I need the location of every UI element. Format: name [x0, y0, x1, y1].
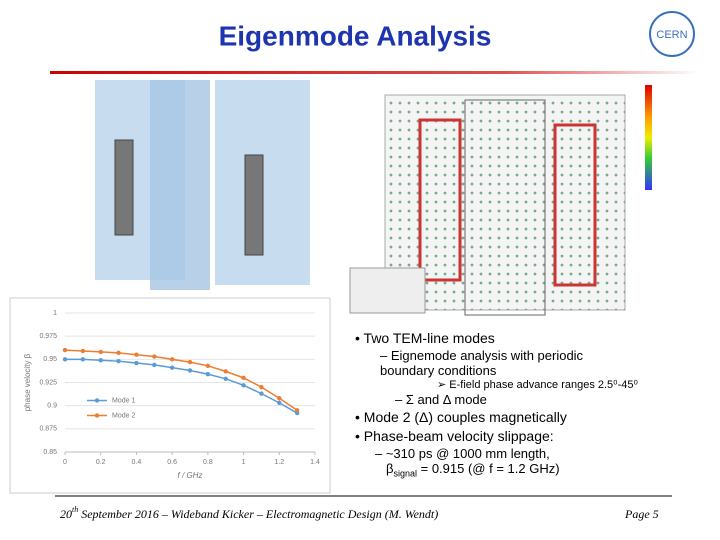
data-point [98, 349, 103, 355]
x-tick-label: 0 [63, 459, 67, 466]
footer-ordinal: th [72, 505, 78, 514]
sub-sub-bullet-text: E-field phase advance ranges 2.5⁰-45⁰ [449, 379, 638, 391]
data-point [277, 396, 282, 401]
data-point [223, 376, 228, 381]
page-number: Page 5 [624, 507, 659, 521]
data-point [98, 358, 103, 363]
data-point [80, 357, 86, 362]
data-point [241, 383, 246, 388]
beta-rest: = 0.915 (@ f = 1.2 GHz) [420, 461, 560, 476]
x-tick-label: 0.4 [132, 459, 142, 466]
beta: β [386, 461, 394, 476]
sub-bullet: – ~310 ps @ 1000 mm length, [375, 446, 550, 461]
y-tick-label: 0.925 [39, 379, 57, 386]
x-tick-label: 1.2 [274, 459, 284, 466]
legend-marker [94, 398, 100, 403]
bullet: • Two TEM-line modes [355, 330, 495, 346]
data-point [259, 384, 264, 390]
bullet-text: Phase-beam velocity slippage: [363, 428, 554, 444]
logo-text: CERN [656, 29, 687, 41]
y-tick-label: 1 [53, 310, 57, 317]
title-rule [50, 71, 700, 74]
footer-day: 20 [60, 507, 72, 521]
chart-frame [9, 297, 331, 494]
data-point [294, 408, 300, 413]
sub-bullet-cont: βsignal = 0.915 (@ f = 1.2 GHz) [386, 461, 560, 479]
sub-bullet: – Eignemode analysis with periodic bound… [380, 348, 584, 378]
data-point [116, 350, 121, 356]
data-point [152, 354, 157, 359]
series-line [65, 358, 298, 414]
series-line [64, 349, 298, 411]
data-point [187, 368, 193, 373]
data-point [169, 357, 175, 362]
footer-text: 20th September 2016 – Wideband Kicker – E… [60, 505, 438, 520]
data-point [187, 359, 193, 365]
bullet: • Phase-beam velocity slippage: [355, 428, 554, 444]
slide-title: Eigenmode Analysis [219, 20, 492, 51]
data-point [116, 358, 121, 364]
sub-bullet: – Σ and Δ mode [395, 392, 487, 407]
x-tick-label: 0.2 [96, 459, 106, 466]
beta-sub: signal [393, 468, 417, 479]
x-tick-label: 0.8 [203, 459, 213, 466]
data-point [152, 362, 157, 368]
data-point [223, 369, 228, 374]
x-tick-label: 1.4 [310, 459, 320, 466]
data-point [205, 363, 211, 369]
y-tick-label: 0.875 [39, 426, 57, 433]
bullet-text: Mode 2 (Δ) couples magnetically [363, 409, 567, 425]
y-tick-label: 0.85 [43, 449, 57, 456]
sub-bullet-text: Eignemode analysis with periodic boundar… [380, 348, 584, 378]
legend-label: Mode 1 [112, 397, 135, 404]
legend-label: Mode 2 [112, 412, 135, 419]
data-point [259, 391, 264, 396]
sub-sub-bullet: ➢ E-field phase advance ranges 2.5⁰-45⁰ [437, 379, 638, 391]
cern-logo: CERN [649, 11, 695, 57]
y-axis-label: phase velocity β [23, 353, 32, 411]
x-tick-label: 1 [242, 459, 246, 466]
y-tick-label: 0.95 [43, 356, 57, 363]
y-tick-label: 0.9 [47, 403, 57, 410]
x-axis-label: f / GHz [178, 471, 203, 480]
data-point [80, 348, 86, 354]
data-point [134, 352, 139, 357]
data-point [62, 357, 68, 362]
sub-bullet-text: ~310 ps @ 1000 mm length, [385, 446, 550, 461]
field-plot [349, 85, 652, 316]
data-point [169, 365, 175, 370]
data-point [277, 400, 282, 406]
data-point [62, 347, 68, 353]
data-point [134, 360, 139, 366]
model-render [95, 80, 310, 290]
footer-main: September 2016 – Wideband Kicker – Elect… [81, 507, 438, 521]
bullet: • Mode 2 (Δ) couples magnetically [355, 409, 567, 425]
legend-marker [94, 413, 100, 418]
bullet-text: Two TEM-line modes [363, 330, 495, 346]
data-point [205, 371, 211, 377]
data-point [241, 375, 246, 381]
sub-bullet-text: Σ and Δ mode [405, 392, 487, 407]
y-tick-label: 0.975 [39, 333, 57, 340]
x-tick-label: 0.6 [167, 459, 177, 466]
